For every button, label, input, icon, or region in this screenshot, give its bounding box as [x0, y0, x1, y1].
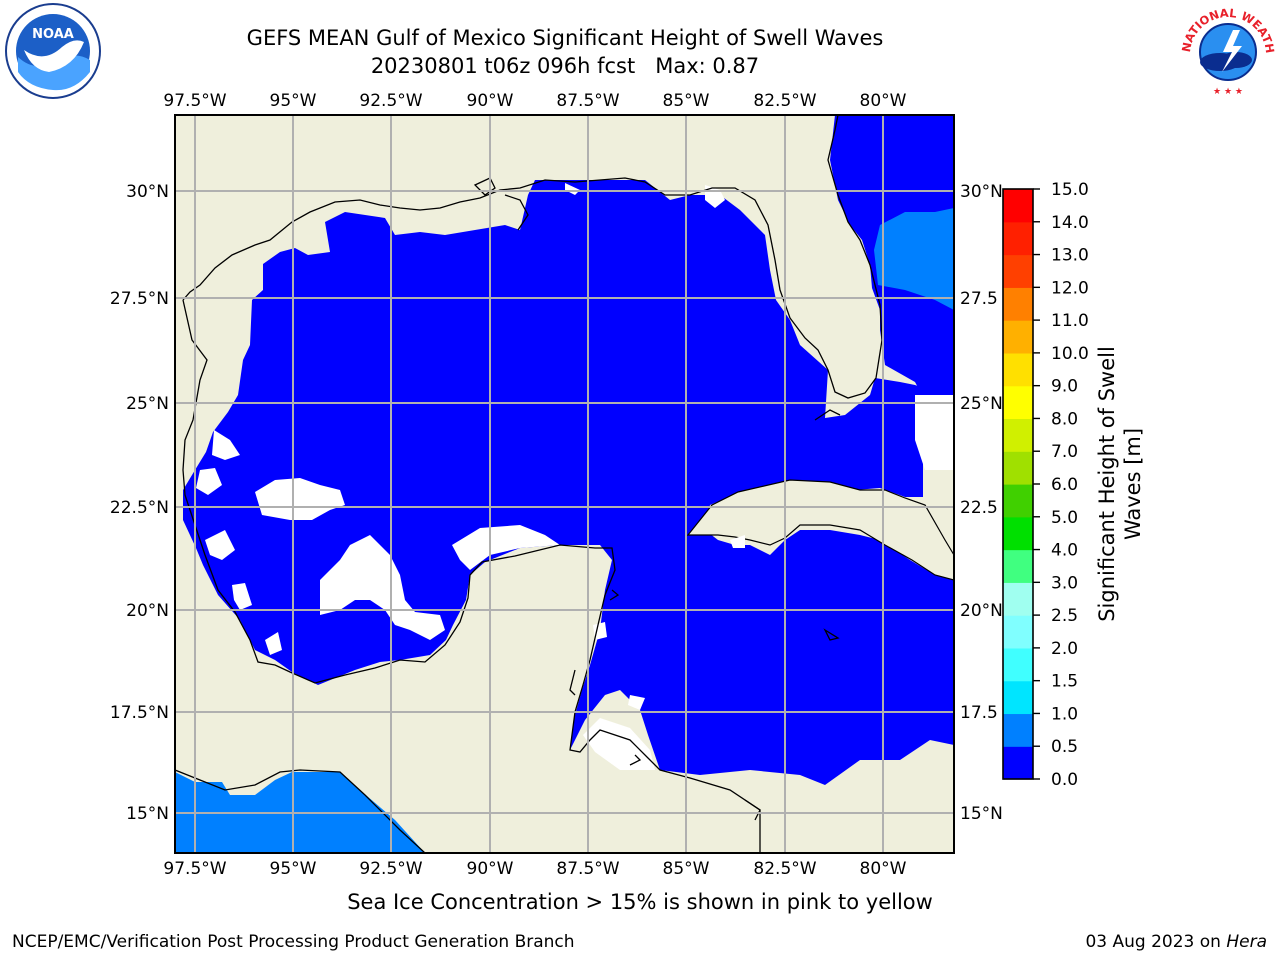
lat-label: 30°N [960, 182, 1003, 202]
lon-label: 87.5°W [556, 859, 619, 879]
lon-label: 85°W [663, 859, 710, 879]
colorbar-segment [1003, 287, 1033, 321]
cuba-landmass [686, 479, 954, 581]
lat-label: 30°N [126, 182, 169, 202]
lat-label: 22.5°N [110, 498, 169, 518]
lon-label: 95°W [270, 91, 317, 111]
sea-ice-note: Sea Ice Concentration > 15% is shown in … [347, 890, 933, 914]
colorbar-segment [1003, 516, 1033, 551]
colorbar-tick-label: 9.0 [1051, 377, 1078, 397]
lat-labels-left: 30°N 27.5°N 25°N 22.5°N 20°N 17.5°N 15°N [110, 182, 169, 824]
colorbar-segment [1003, 680, 1033, 715]
colorbar-segment [1003, 484, 1033, 518]
lat-label: 25°N [126, 394, 169, 414]
lon-label: 97.5°W [163, 91, 226, 111]
atlantic-swell-0.5m [874, 208, 954, 310]
lon-labels-bottom: 97.5°W 95°W 92.5°W 90°W 87.5°W 85°W 82.5… [163, 859, 906, 879]
lon-label: 90°W [467, 91, 514, 111]
colorbar-tick-label: 0.5 [1051, 737, 1078, 757]
lat-label: 15°N [126, 804, 169, 824]
svg-text:★ ★ ★: ★ ★ ★ [1213, 87, 1243, 97]
map-area [175, 115, 954, 853]
map-frame [174, 114, 955, 854]
colorbar-tick-label: 10.0 [1051, 344, 1089, 364]
colorbar-tick-label: 13.0 [1051, 246, 1089, 266]
no-data-patches [196, 183, 954, 770]
lon-label: 97.5°W [163, 859, 226, 879]
colorbar-segment [1003, 418, 1033, 452]
colorbar-tick-label: 1.5 [1051, 672, 1078, 692]
date-stamp: 03 Aug 2023 on Hera [1085, 932, 1267, 952]
gulf-swell-field [183, 180, 954, 785]
lon-label: 82.5°W [753, 91, 816, 111]
colorbar-segment [1003, 352, 1033, 387]
lat-label: 27.5 [960, 289, 998, 309]
colorbar-segment [1003, 582, 1033, 616]
colorbar-tick-label: 0.0 [1051, 770, 1078, 790]
colorbar-tick-label: 1.0 [1051, 704, 1078, 724]
colorbar-segment [1003, 549, 1033, 583]
lon-label: 87.5°W [556, 91, 619, 111]
lon-label: 82.5°W [753, 859, 816, 879]
colorbar-label-line2: Waves [m] [1121, 428, 1145, 540]
host-name: Hera [1226, 932, 1267, 952]
lat-label: 25°N [960, 394, 1003, 414]
lat-label: 17.5 [960, 703, 998, 723]
colorbar-tick-label: 8.0 [1051, 409, 1078, 429]
colorbar-segment [1003, 713, 1033, 747]
credit-line: NCEP/EMC/Verification Post Processing Pr… [12, 932, 575, 952]
colorbar-tick-label: 2.0 [1051, 639, 1078, 659]
colorbar-tick-label: 11.0 [1051, 311, 1089, 331]
lon-label: 90°W [467, 859, 514, 879]
noaa-logo-text: NOAA [32, 27, 74, 42]
colorbar-segment [1003, 451, 1033, 485]
colorbar-tick-label: 12.0 [1051, 278, 1089, 298]
lon-label: 85°W [663, 91, 710, 111]
colorbar-label: Significant Height of Swell Waves [m] [1095, 346, 1145, 622]
lat-labels-right: 30°N 27.5 25°N 22.5 20°N 17.5 15°N [960, 182, 1003, 824]
date-value: 03 Aug 2023 [1085, 932, 1195, 952]
colorbar-segment [1003, 254, 1033, 288]
nws-logo: NATIONAL WEATHER SERVICE ★ ★ ★ [1178, 0, 1277, 98]
lat-label: 27.5°N [110, 289, 169, 309]
colorbar-label-line1: Significant Height of Swell [1095, 346, 1119, 622]
colorbar-ticks: 0.0 0.5 1.0 1.5 2.0 2.5 3.0 4.0 5.0 6.0 7.0 8.0 9.0 1… [1033, 180, 1089, 790]
lat-label: 22.5 [960, 498, 998, 518]
noaa-logo: NOAA [5, 3, 101, 99]
colorbar-tick-label: 14.0 [1051, 213, 1089, 233]
colorbar-segment [1003, 320, 1033, 354]
colorbar-segment [1003, 385, 1033, 420]
lat-label: 17.5°N [110, 703, 169, 723]
colorbar-segment [1003, 746, 1033, 780]
lon-label: 80°W [860, 91, 907, 111]
lon-label: 92.5°W [359, 859, 422, 879]
lon-label: 92.5°W [359, 91, 422, 111]
colorbar-tick-label: 15.0 [1051, 180, 1089, 200]
lat-label: 15°N [960, 804, 1003, 824]
colorbar-segment [1003, 615, 1033, 649]
colorbar-segment [1003, 647, 1033, 682]
colorbar-segment [1003, 189, 1033, 223]
map-subtitle: 20230801 t06z 096h fcst Max: 0.87 [370, 54, 760, 78]
map-title: GEFS MEAN Gulf of Mexico Significant Hei… [246, 26, 884, 50]
date-on: on [1199, 932, 1221, 952]
colorbar-tick-label: 4.0 [1051, 541, 1078, 561]
lon-label: 80°W [860, 859, 907, 879]
colorbar-tick-label: 3.0 [1051, 573, 1078, 593]
lon-label: 95°W [270, 859, 317, 879]
lat-label: 20°N [126, 601, 169, 621]
colorbar-tick-label: 7.0 [1051, 442, 1078, 462]
lat-label: 20°N [960, 601, 1003, 621]
lon-labels-top: 97.5°W 95°W 92.5°W 90°W 87.5°W 85°W 82.5… [163, 91, 906, 111]
colorbar-segment [1003, 221, 1033, 256]
colorbar-tick-label: 2.5 [1051, 606, 1078, 626]
colorbar [1003, 189, 1033, 780]
colorbar-tick-label: 5.0 [1051, 508, 1078, 528]
colorbar-tick-label: 6.0 [1051, 475, 1078, 495]
graticule [175, 115, 954, 853]
